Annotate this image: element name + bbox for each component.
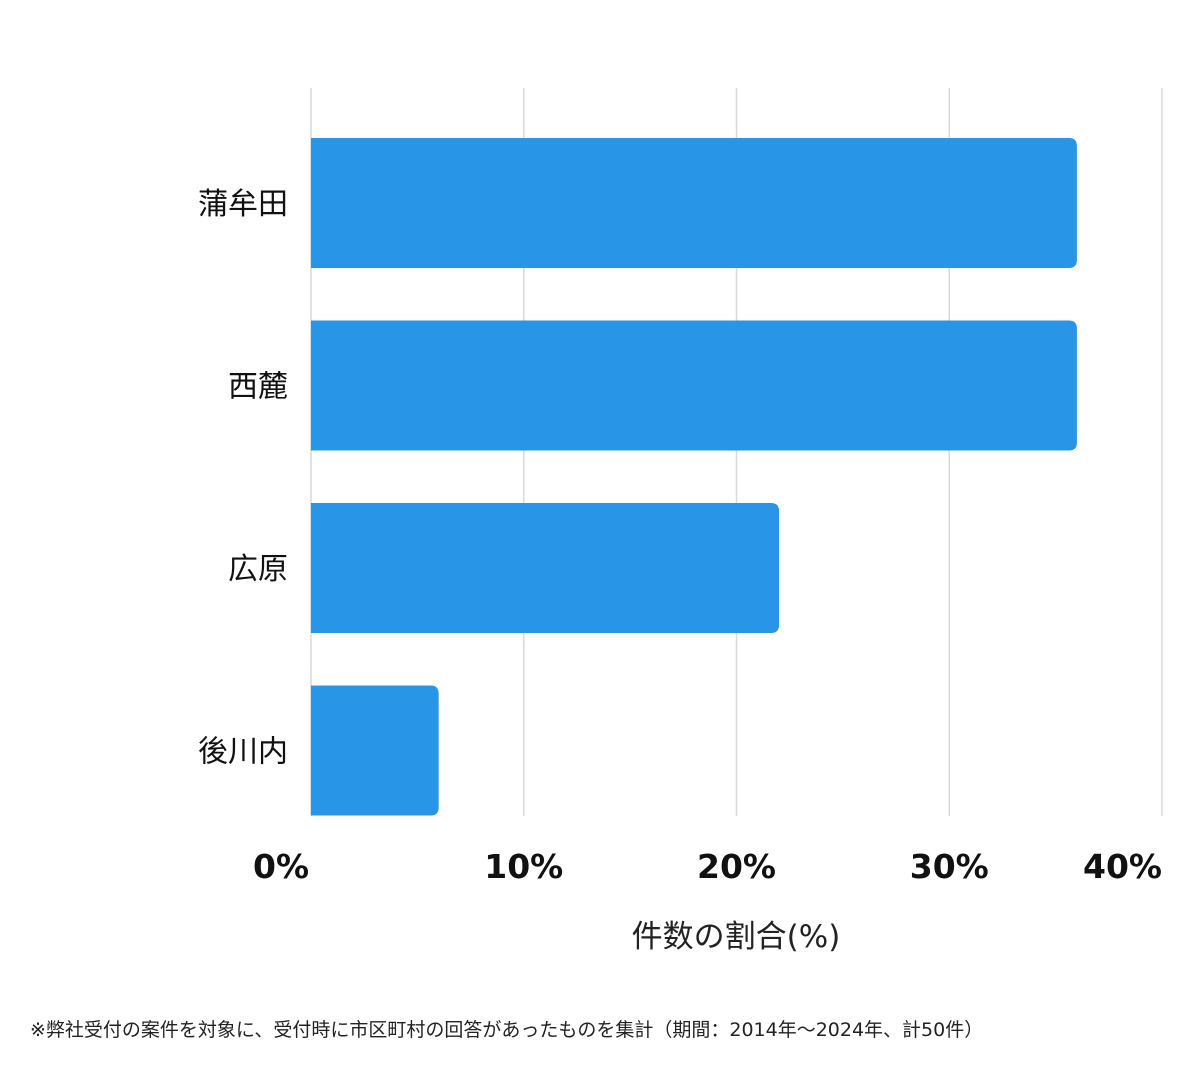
category-label: 蒲牟田 [198,187,288,222]
x-tick-label: 10% [484,847,563,886]
x-tick-labels: 0% 10% 20% 30% 40% [253,847,1162,886]
bar [311,138,1077,268]
x-tick-label: 20% [697,847,776,886]
category-label: 西麓 [228,370,288,405]
x-tick-label: 40% [1083,847,1162,886]
category-label: 広原 [228,552,288,587]
bar [311,685,439,816]
x-tick-label: 30% [910,847,989,886]
footnote: ※弊社受付の案件を対象に、受付時に市区町村の回答があったものを集計（期間：201… [30,1019,984,1041]
bars [311,138,1077,816]
x-tick-label: 0% [253,847,309,886]
bar [311,320,1077,451]
bar [311,503,780,633]
category-label: 後川内 [198,735,288,770]
x-axis-title: 件数の割合(%) [632,919,841,955]
